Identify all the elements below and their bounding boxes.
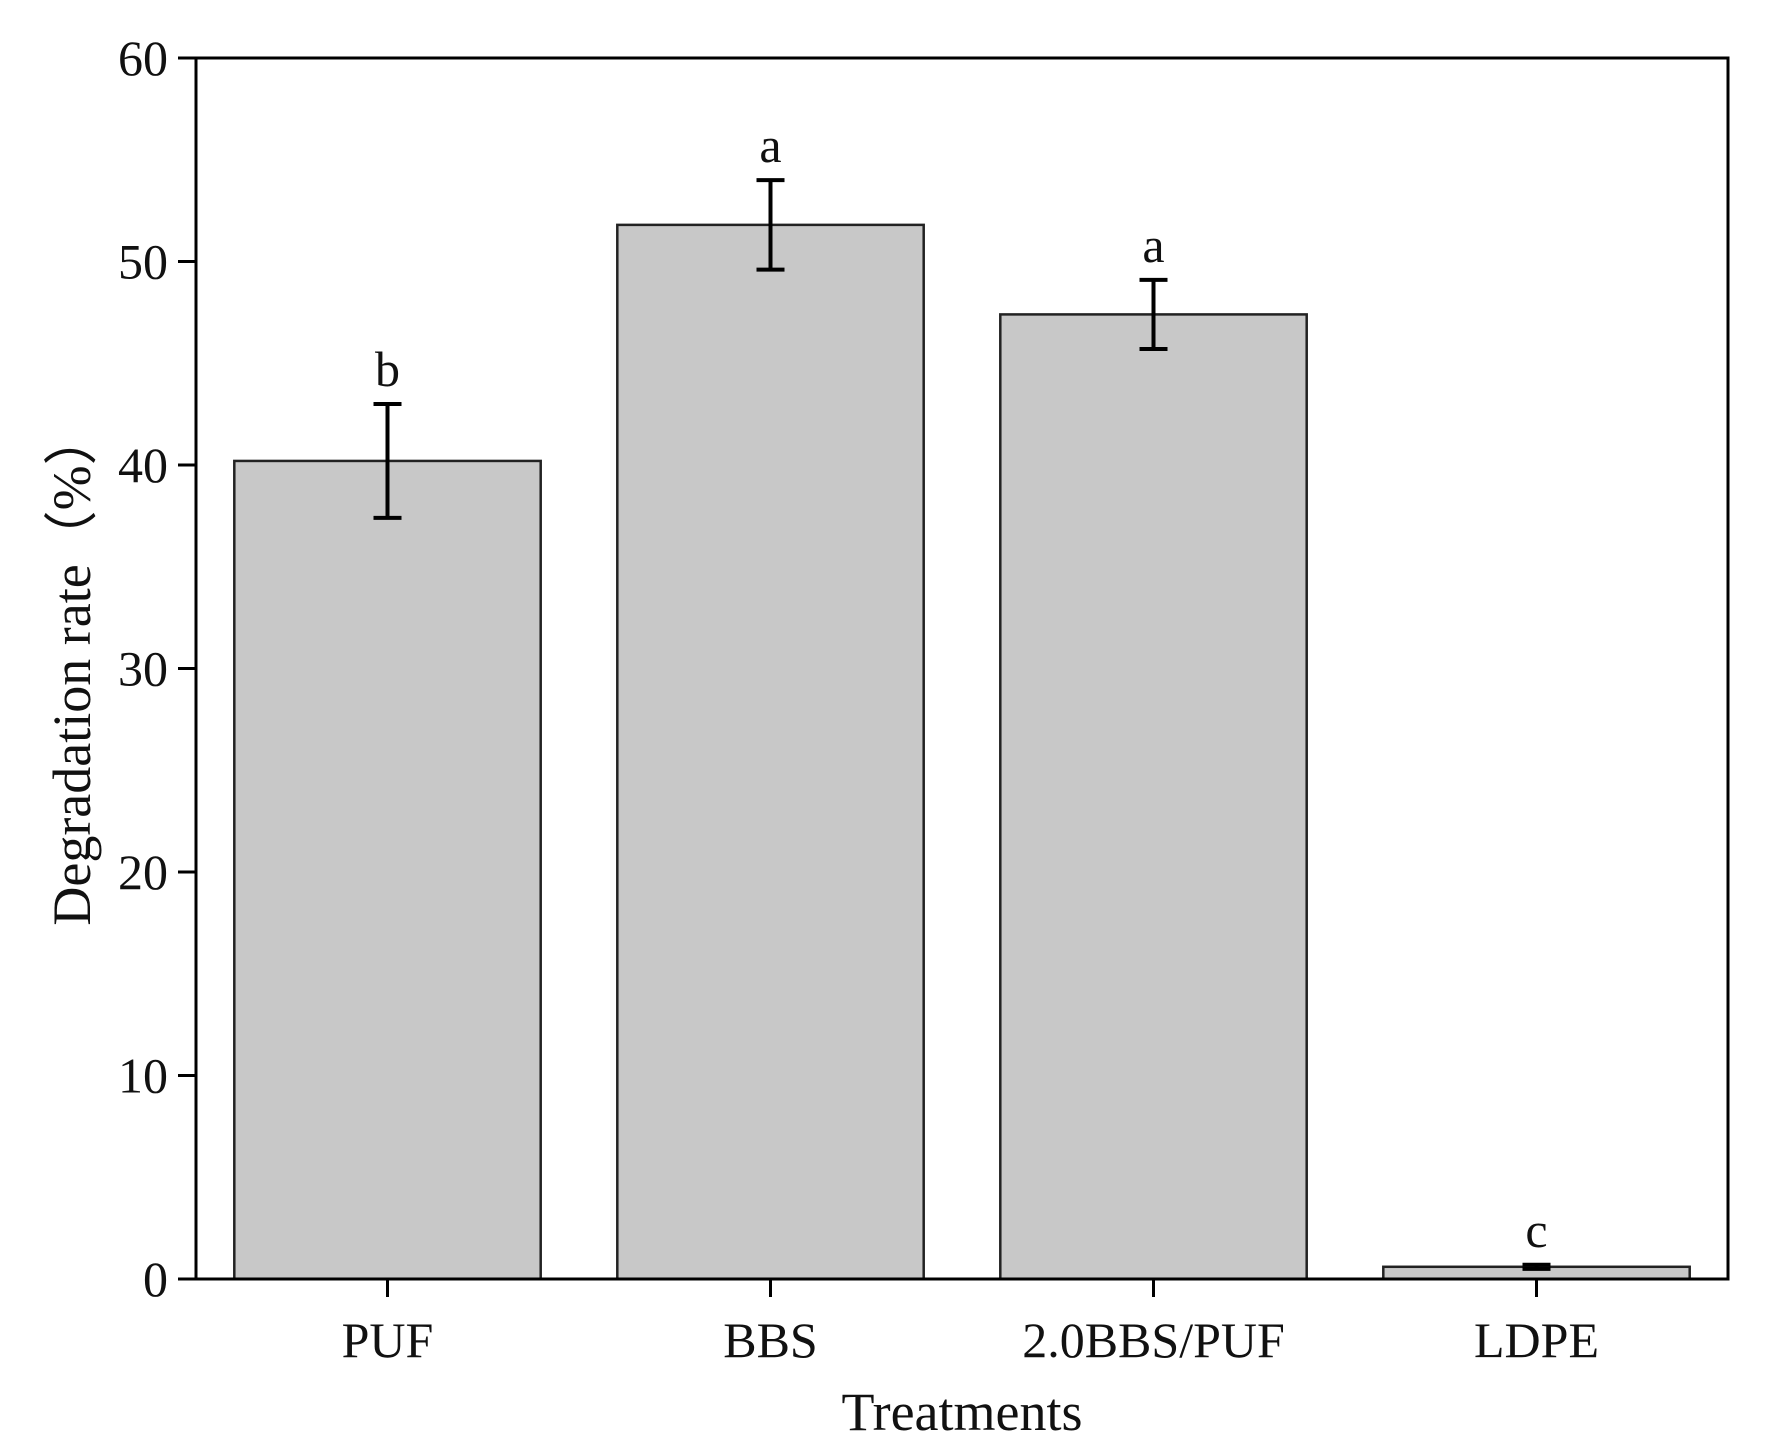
error-bar-ldpe xyxy=(1522,1262,1551,1271)
y-tick-label: 20 xyxy=(118,844,168,900)
y-axis-title: Degradation rate（%） xyxy=(42,411,102,925)
y-tick-label: 0 xyxy=(143,1251,168,1307)
error-bar-puf xyxy=(373,401,402,520)
y-axis: 0 10 20 30 40 50 60 xyxy=(118,30,196,1307)
significance-label: a xyxy=(759,117,781,173)
x-tick-label: LDPE xyxy=(1474,1312,1599,1368)
y-tick-label: 10 xyxy=(118,1048,168,1104)
bar-bbs xyxy=(616,223,925,1281)
error-bars-layer xyxy=(373,178,1551,1271)
error-bar-2-0bbs-puf xyxy=(1139,277,1168,352)
y-tick-label: 50 xyxy=(118,234,168,290)
y-tick-label: 40 xyxy=(118,437,168,493)
bar-puf xyxy=(233,459,542,1281)
bar-2-0bbs-puf xyxy=(999,313,1308,1281)
significance-labels-layer: b a a c xyxy=(375,117,1548,1258)
x-tick-label: PUF xyxy=(342,1312,434,1368)
x-axis: PUF BBS 2.0BBS/PUF LDPE xyxy=(342,1279,1599,1368)
error-bar-bbs xyxy=(756,178,785,272)
y-tick-label: 60 xyxy=(118,30,168,86)
bars-layer xyxy=(233,223,1691,1281)
x-tick-label: 2.0BBS/PUF xyxy=(1022,1312,1285,1368)
significance-label: a xyxy=(1142,217,1164,273)
significance-label: c xyxy=(1525,1202,1547,1258)
significance-label: b xyxy=(375,341,400,397)
x-axis-title: Treatments xyxy=(842,1382,1083,1442)
y-tick-label: 30 xyxy=(118,641,168,697)
x-tick-label: BBS xyxy=(723,1312,818,1368)
